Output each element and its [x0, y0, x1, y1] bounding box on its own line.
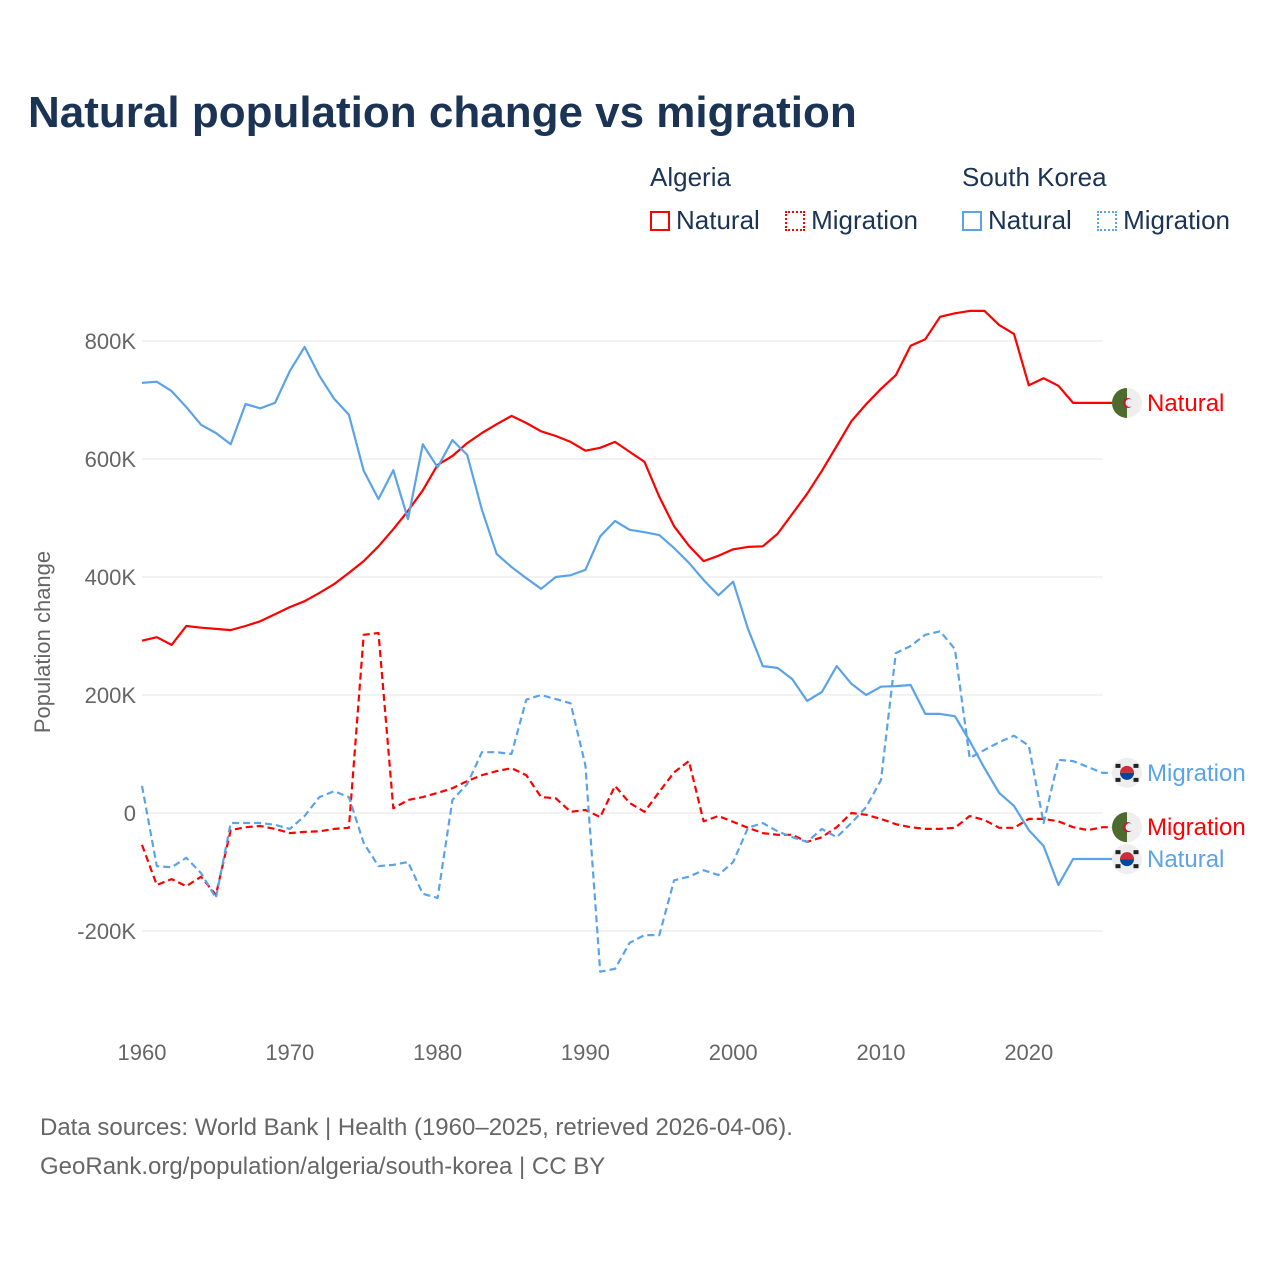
footer: Data sources: World Bank | Health (1960–… [40, 1108, 793, 1186]
end-label-text: Migration [1147, 760, 1246, 787]
legend-group-south-korea: South Korea Natural Migration [962, 162, 1230, 238]
legend-label: Natural [988, 205, 1072, 235]
x-tick-label: 1970 [265, 1040, 314, 1065]
end-label-south-korea-natural: Natural [1112, 844, 1224, 875]
end-label-algeria-natural: Natural [1112, 387, 1224, 418]
algeria-flag-icon [1112, 387, 1142, 418]
y-tick-label: 800K [85, 329, 137, 354]
y-axis-label: Population change [30, 551, 55, 733]
end-label-algeria-migration: Migration [1112, 812, 1246, 843]
dotted-swatch-icon [785, 210, 806, 231]
series-line-south-korea-natural[interactable] [141, 345, 1113, 887]
x-tick-label: 1960 [118, 1040, 167, 1065]
solid-swatch-icon [962, 210, 982, 231]
end-label-south-korea-migration: Migration [1112, 757, 1246, 788]
url-line[interactable]: GeoRank.org/population/algeria/south-kor… [40, 1153, 606, 1180]
legend-item-algeria-migration[interactable]: Migration [785, 205, 918, 236]
legend-item-algeria-natural[interactable]: Natural [650, 205, 760, 236]
y-tick-label: -200K [77, 919, 136, 944]
south-korea-flag-icon [1112, 757, 1142, 788]
series-line-south-korea-migration[interactable] [140, 630, 1113, 973]
y-tick-label: 400K [85, 565, 137, 590]
south-korea-flag-icon [1112, 844, 1142, 875]
solid-swatch-icon [650, 210, 670, 231]
y-tick-label: 0 [124, 801, 136, 826]
dotted-swatch-icon [1097, 210, 1118, 231]
x-tick-label: 2010 [857, 1040, 906, 1065]
algeria-flag-icon [1112, 812, 1142, 843]
legend-item-south-korea-migration[interactable]: Migration [1097, 205, 1230, 236]
y-tick-label: 200K [85, 683, 137, 708]
legend-group-name: Algeria [650, 162, 731, 192]
legend-item-south-korea-natural[interactable]: Natural [962, 205, 1072, 236]
legend-label: Migration [1123, 205, 1230, 235]
x-tick-label: 1990 [561, 1040, 610, 1065]
series-line-algeria-natural[interactable] [141, 309, 1113, 646]
chart-title: Natural population change vs migration [28, 88, 857, 137]
x-tick-label: 2020 [1004, 1040, 1053, 1065]
x-tick-label: 1980 [413, 1040, 462, 1065]
end-label-text: Natural [1147, 390, 1224, 417]
end-label-text: Natural [1147, 846, 1224, 873]
series-line-algeria-migration[interactable] [140, 631, 1113, 897]
y-tick-label: 600K [85, 447, 137, 472]
legend-group-algeria: Algeria Natural Migration [650, 162, 936, 238]
x-tick-label: 2000 [709, 1040, 758, 1065]
source-line: Data sources: World Bank | Health (1960–… [40, 1114, 793, 1141]
legend-label: Natural [676, 205, 760, 235]
end-label-text: Migration [1147, 814, 1246, 841]
legend-group-name: South Korea [962, 162, 1107, 192]
legend-label: Migration [811, 205, 918, 235]
